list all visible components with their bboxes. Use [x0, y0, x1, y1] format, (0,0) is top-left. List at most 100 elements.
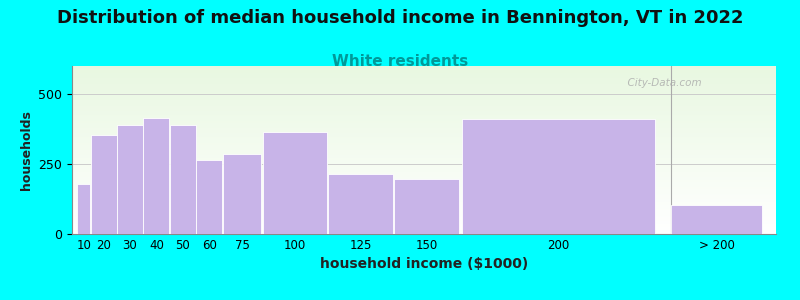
- Bar: [72, 111, 776, 113]
- Bar: [72, 148, 776, 150]
- Text: City-Data.com: City-Data.com: [621, 78, 702, 88]
- Bar: [72, 106, 776, 108]
- Bar: [72, 85, 776, 86]
- Bar: [72, 207, 776, 209]
- Bar: [72, 187, 776, 189]
- Bar: [72, 66, 776, 68]
- Bar: [72, 212, 776, 214]
- X-axis label: household income ($1000): household income ($1000): [320, 257, 528, 272]
- Bar: [72, 116, 776, 118]
- Bar: [72, 101, 776, 103]
- Bar: [72, 199, 776, 200]
- Bar: [72, 224, 776, 226]
- Bar: [72, 98, 776, 100]
- Bar: [394, 179, 459, 234]
- Bar: [72, 105, 776, 106]
- Bar: [72, 219, 776, 220]
- Bar: [72, 68, 776, 69]
- Bar: [72, 80, 776, 81]
- Bar: [72, 138, 776, 140]
- Bar: [72, 206, 776, 207]
- Bar: [72, 227, 776, 229]
- Bar: [72, 115, 776, 116]
- Bar: [72, 96, 776, 98]
- Bar: [72, 204, 776, 206]
- Bar: [72, 197, 776, 199]
- Bar: [72, 140, 776, 142]
- Bar: [72, 192, 776, 194]
- Bar: [72, 195, 776, 197]
- Bar: [72, 127, 776, 128]
- Bar: [72, 120, 776, 122]
- Bar: [72, 226, 776, 227]
- Bar: [72, 136, 776, 138]
- Y-axis label: households: households: [20, 110, 33, 190]
- Bar: [72, 123, 776, 125]
- Bar: [72, 71, 776, 73]
- Bar: [72, 215, 776, 217]
- Bar: [72, 189, 776, 190]
- Bar: [72, 211, 776, 212]
- Bar: [72, 73, 776, 74]
- Bar: [72, 135, 776, 136]
- Bar: [72, 147, 776, 148]
- Bar: [72, 190, 776, 192]
- Bar: [72, 185, 776, 187]
- Bar: [72, 162, 776, 164]
- Bar: [329, 174, 393, 234]
- Bar: [72, 108, 776, 110]
- Bar: [72, 180, 776, 182]
- Bar: [72, 150, 776, 152]
- Bar: [72, 100, 776, 101]
- Bar: [72, 217, 776, 219]
- Bar: [72, 173, 776, 175]
- Bar: [72, 160, 776, 162]
- Bar: [72, 122, 776, 123]
- Bar: [462, 119, 655, 234]
- Bar: [72, 214, 776, 215]
- Bar: [72, 165, 776, 167]
- Bar: [72, 143, 776, 145]
- Bar: [72, 153, 776, 155]
- Bar: [72, 155, 776, 157]
- Bar: [72, 178, 776, 180]
- Bar: [262, 132, 327, 234]
- Bar: [72, 177, 776, 178]
- Bar: [72, 172, 776, 173]
- Bar: [72, 200, 776, 202]
- Bar: [72, 89, 776, 91]
- Bar: [671, 205, 762, 234]
- Bar: [72, 110, 776, 111]
- Bar: [72, 145, 776, 147]
- Bar: [72, 76, 776, 78]
- Bar: [72, 94, 776, 96]
- Bar: [72, 88, 776, 89]
- Bar: [72, 69, 776, 71]
- Bar: [72, 158, 776, 160]
- Bar: [72, 103, 776, 105]
- Bar: [78, 184, 90, 234]
- Bar: [72, 182, 776, 184]
- Bar: [72, 74, 776, 76]
- Bar: [72, 231, 776, 232]
- Bar: [72, 125, 776, 127]
- Bar: [72, 170, 776, 172]
- Bar: [143, 118, 170, 234]
- Bar: [90, 135, 117, 234]
- Bar: [72, 202, 776, 204]
- Bar: [72, 78, 776, 80]
- Text: White residents: White residents: [332, 54, 468, 69]
- Bar: [72, 118, 776, 120]
- Bar: [72, 130, 776, 131]
- Bar: [72, 142, 776, 143]
- Bar: [72, 133, 776, 135]
- Bar: [72, 152, 776, 153]
- Bar: [72, 164, 776, 165]
- Bar: [72, 91, 776, 93]
- Bar: [72, 128, 776, 130]
- Bar: [72, 83, 776, 85]
- Bar: [72, 113, 776, 115]
- Bar: [72, 232, 776, 234]
- Bar: [72, 93, 776, 94]
- Bar: [72, 194, 776, 195]
